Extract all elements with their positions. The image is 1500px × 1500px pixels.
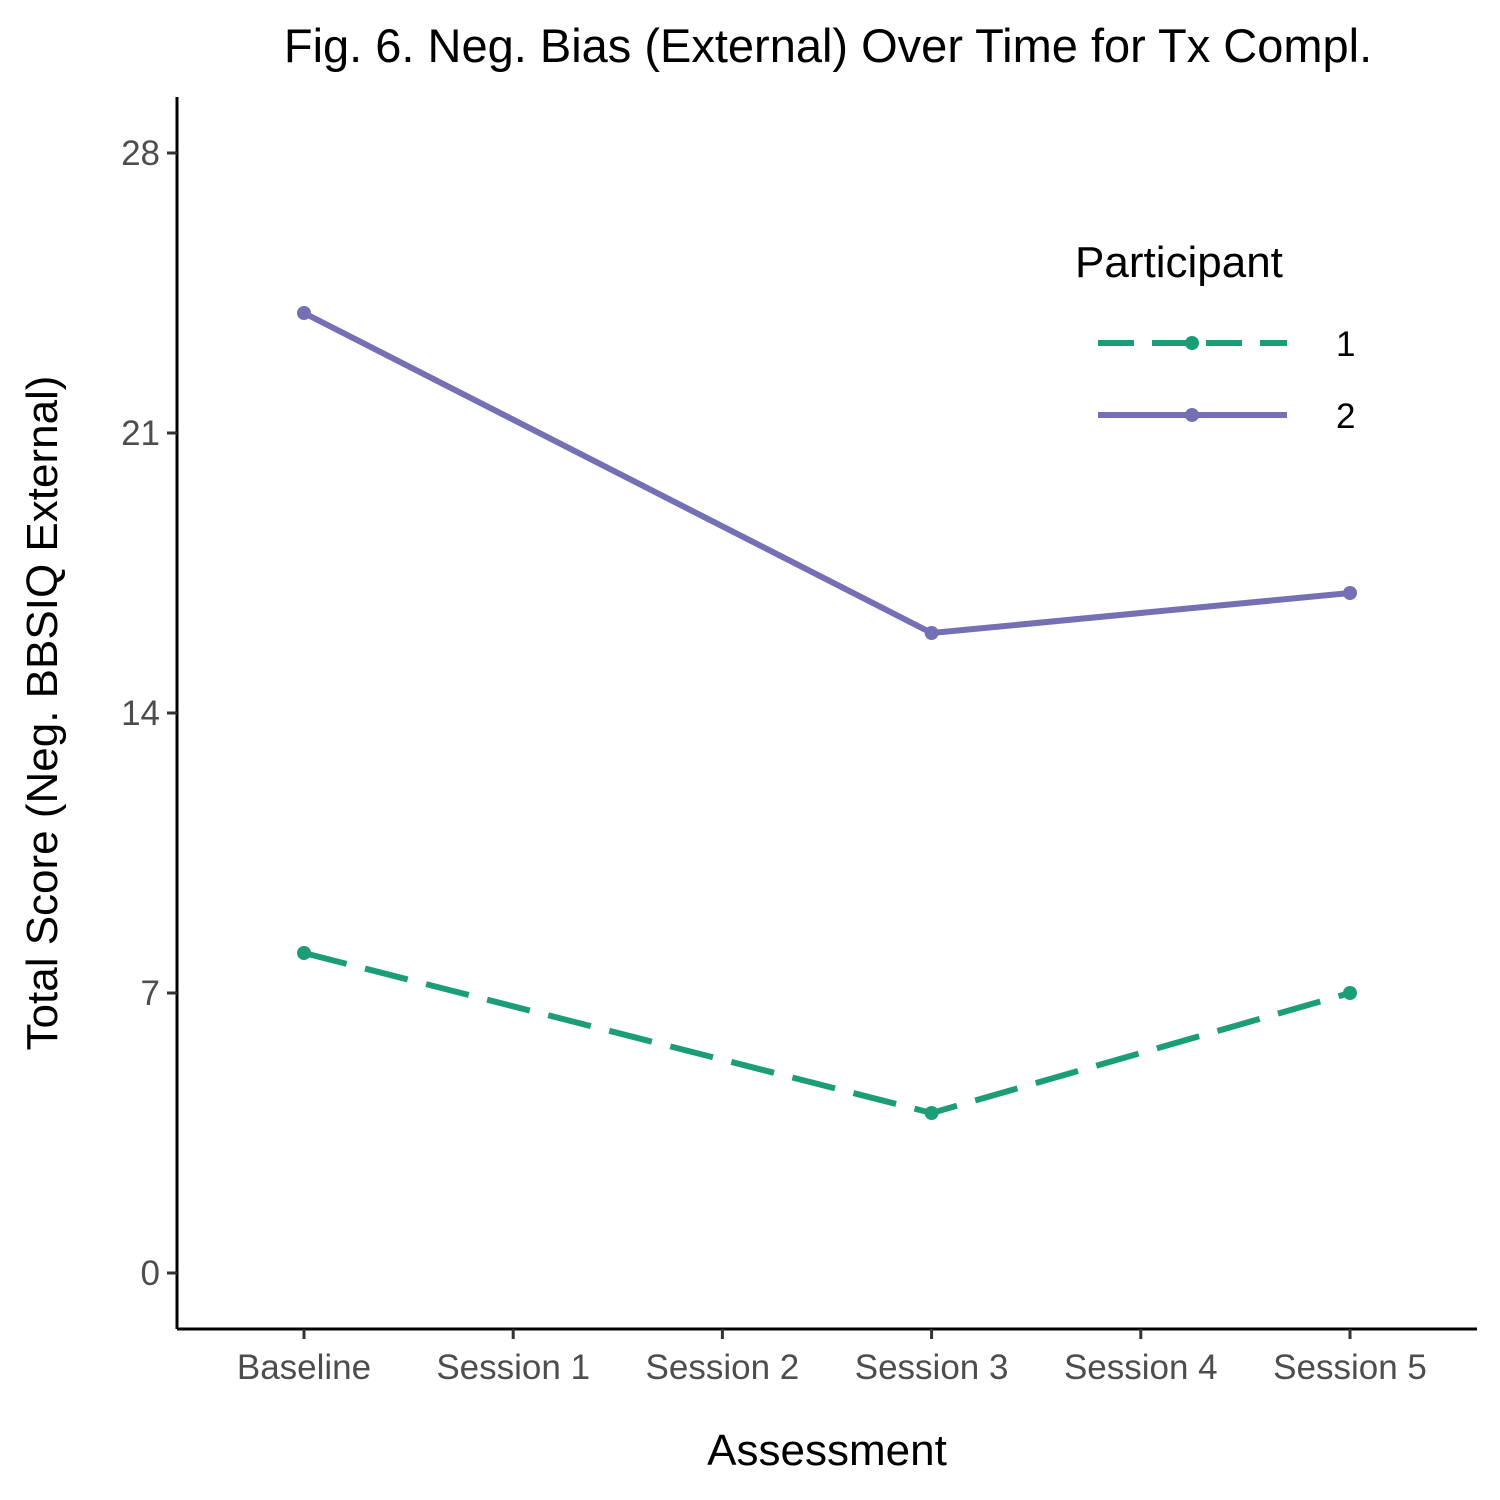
- x-axis-title: Assessment: [707, 1426, 947, 1475]
- series-layer: [297, 306, 1357, 1120]
- y-tick-label: 21: [121, 414, 160, 453]
- series-1: [297, 946, 1357, 1120]
- x-tick-label: Baseline: [237, 1348, 371, 1387]
- y-tick-label: 7: [141, 974, 160, 1013]
- x-tick-label: Session 2: [646, 1348, 800, 1387]
- x-tick-label: Session 3: [855, 1348, 1009, 1387]
- y-tick-label: 0: [141, 1254, 160, 1293]
- data-point-1-session-3: [924, 1106, 939, 1120]
- y-tick-label: 14: [121, 694, 160, 733]
- series-line-2: [302, 310, 1351, 636]
- chart-title: Fig. 6. Neg. Bias (External) Over Time f…: [284, 19, 1372, 72]
- data-point-1-baseline: [297, 946, 311, 960]
- legend-item-1: 1: [1098, 325, 1355, 364]
- legend-key-point: [1185, 408, 1199, 422]
- x-tick-label: Session 4: [1064, 1348, 1218, 1387]
- legend-label: 2: [1336, 397, 1355, 436]
- data-point-2-baseline: [297, 306, 311, 320]
- data-point-2-session-3: [924, 626, 939, 640]
- x-tick-label: Session 5: [1273, 1348, 1427, 1387]
- x-tick-label: Session 1: [436, 1348, 590, 1387]
- legend-label: 1: [1336, 325, 1355, 364]
- data-point-2-session-5: [1343, 586, 1357, 600]
- x-axis: Baseline Session 1 Session 2 Session 3 Sessi…: [177, 1327, 1477, 1387]
- legend-title: Participant: [1075, 238, 1283, 287]
- legend-item-2: 2: [1098, 397, 1355, 436]
- series-line-1: [303, 950, 1351, 1116]
- data-point-1-session-5: [1343, 986, 1357, 1000]
- y-tick-label: 28: [121, 134, 160, 173]
- y-axis-title: Total Score (Neg. BBSIQ External): [18, 376, 67, 1051]
- legend-key-point: [1185, 336, 1199, 350]
- legend: Participant 1 2: [1075, 238, 1355, 436]
- series-2: [297, 306, 1357, 640]
- y-axis: 0 7 14 21 28: [121, 97, 179, 1329]
